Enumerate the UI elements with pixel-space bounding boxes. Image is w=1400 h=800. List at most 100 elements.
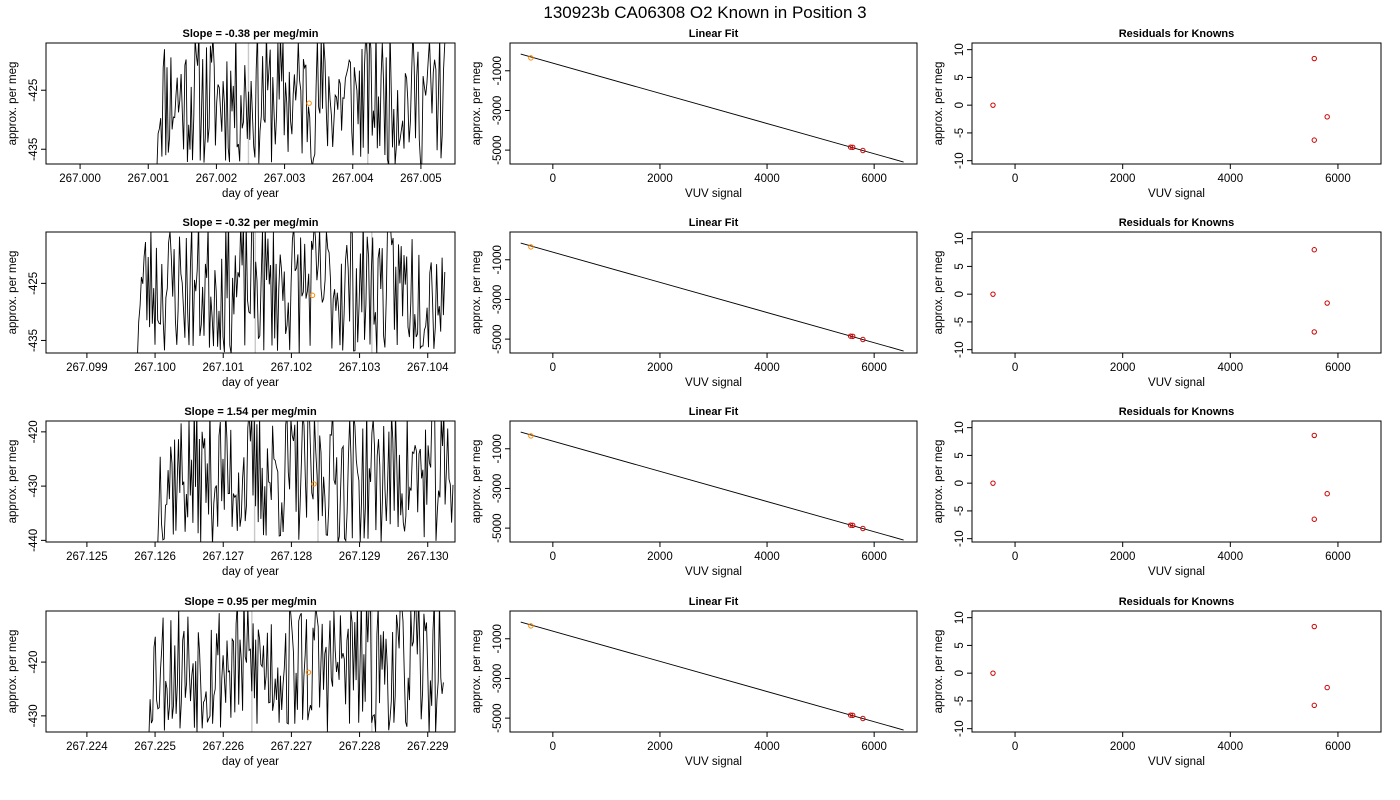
y-axis: -5000 -3000 -1000 approx. per meg xyxy=(471,624,510,733)
residual-point xyxy=(990,291,996,297)
y-tick-label: 10 xyxy=(954,232,966,245)
signal-trace xyxy=(157,421,454,542)
residual-point xyxy=(1311,329,1317,335)
y-axis-label: approx. per meg xyxy=(471,62,483,146)
y-axis: -440 -430 -420 approx. per meg xyxy=(7,420,46,552)
signal-trace xyxy=(156,43,446,164)
y-tick-label: 5 xyxy=(954,263,966,269)
residual-point xyxy=(1324,491,1330,497)
y-tick-label: -440 xyxy=(28,529,40,552)
y-tick-label: 5 xyxy=(954,74,966,80)
signal-trace xyxy=(137,232,446,353)
x-axis-label: day of year xyxy=(222,377,279,389)
plot-frame xyxy=(971,42,1382,165)
x-tick-label: 267.228 xyxy=(339,741,381,753)
x-tick-label: 4000 xyxy=(754,741,780,753)
panel-title: Residuals for Knowns xyxy=(1119,596,1235,608)
residual-point xyxy=(1311,516,1317,522)
fit-point xyxy=(847,712,854,718)
fit-point xyxy=(850,522,856,529)
residuals-row-4: Residuals for Knowns 0 2000 4000 6000 VUV sig… xyxy=(933,596,1382,768)
y-tick-label: -5 xyxy=(954,317,966,327)
y-tick-label: 5 xyxy=(954,642,966,648)
x-tick-label: 0 xyxy=(1012,362,1018,374)
plot-frame xyxy=(509,610,918,733)
y-axis: -5000 -3000 -1000 approx. per meg xyxy=(471,434,510,543)
x-tick-label: 2000 xyxy=(647,362,673,374)
fit-point xyxy=(847,522,854,528)
plot-frame xyxy=(45,231,456,354)
residual-point xyxy=(1324,114,1330,120)
y-axis-label: approx. per meg xyxy=(7,440,19,524)
x-axis: 0 2000 4000 6000 VUV signal xyxy=(1012,542,1351,578)
y-axis: -430 -420 approx. per meg xyxy=(7,630,46,727)
x-axis-label: VUV signal xyxy=(1148,566,1205,578)
fit-line xyxy=(520,53,904,163)
y-tick-label: -3000 xyxy=(492,285,504,314)
x-tick-label: 267.125 xyxy=(66,551,108,563)
residuals-row-3: Residuals for Knowns 0 2000 4000 6000 VUV sig… xyxy=(933,406,1382,578)
panel-title: Linear Fit xyxy=(689,28,739,40)
y-axis: -10 -5 0 5 10 approx. per meg xyxy=(933,232,972,358)
y-axis-label: approx. per meg xyxy=(7,251,19,335)
x-tick-label: 267.127 xyxy=(202,551,244,563)
plot-area xyxy=(520,431,904,541)
x-axis: 0 2000 4000 6000 VUV signal xyxy=(1012,732,1351,768)
y-tick-label: -10 xyxy=(954,341,966,358)
x-tick-label: 2000 xyxy=(647,741,673,753)
linear-fit-row-2: Linear Fit 0 2000 4000 6000 VUV signal -5000 -3… xyxy=(471,217,918,389)
panel-title: Linear Fit xyxy=(689,217,739,229)
x-tick-label: 6000 xyxy=(861,741,887,753)
panel-title: Slope = 0.95 per meg/min xyxy=(184,596,317,608)
x-tick-label: 0 xyxy=(1012,741,1018,753)
y-tick-label: -10 xyxy=(954,152,966,169)
y-tick-label: 0 xyxy=(954,102,966,108)
fit-point xyxy=(860,525,866,532)
plot-frame xyxy=(509,231,918,354)
x-axis: 0 2000 4000 6000 VUV signal xyxy=(550,164,887,200)
x-tick-label: 0 xyxy=(550,741,556,753)
x-tick-label: 4000 xyxy=(754,362,780,374)
x-tick-label: 267.000 xyxy=(59,173,101,185)
y-tick-label: -1000 xyxy=(492,245,504,274)
x-axis: 0 2000 4000 6000 VUV signal xyxy=(550,542,887,578)
y-axis: -10 -5 0 5 10 approx. per meg xyxy=(933,421,972,547)
fit-point xyxy=(860,147,866,154)
plot-frame xyxy=(509,42,918,165)
y-axis: -10 -5 0 5 10 approx. per meg xyxy=(933,43,972,169)
y-tick-label: -10 xyxy=(954,720,966,737)
x-tick-label: 2000 xyxy=(1110,173,1136,185)
y-tick-label: -435 xyxy=(28,138,40,161)
x-tick-label: 6000 xyxy=(1325,741,1351,753)
x-tick-label: 4000 xyxy=(754,173,780,185)
x-axis-label: day of year xyxy=(222,188,279,200)
x-axis: 0 2000 4000 6000 VUV signal xyxy=(550,732,887,768)
x-tick-label: 267.126 xyxy=(134,551,176,563)
x-tick-label: 267.225 xyxy=(134,741,176,753)
x-axis: 0 2000 4000 6000 VUV signal xyxy=(1012,353,1351,389)
y-tick-label: -3000 xyxy=(492,474,504,503)
x-axis-label: day of year xyxy=(222,756,279,768)
y-tick-label: -1000 xyxy=(492,624,504,653)
panel-title: Residuals for Knowns xyxy=(1119,28,1235,40)
x-tick-label: 4000 xyxy=(1218,551,1244,563)
x-tick-label: 267.099 xyxy=(66,362,108,374)
fit-point xyxy=(847,333,854,339)
fit-point xyxy=(850,144,856,151)
x-tick-label: 4000 xyxy=(1218,741,1244,753)
x-tick-label: 6000 xyxy=(1325,362,1351,374)
fit-point xyxy=(860,336,866,343)
mean-point xyxy=(311,481,317,487)
plot-area xyxy=(520,53,904,163)
fit-point xyxy=(528,244,534,250)
y-axis: -435 -425 approx. per meg xyxy=(7,62,46,161)
residuals-row-2: Residuals for Knowns 0 2000 4000 6000 VUV sig… xyxy=(933,217,1382,389)
residual-point xyxy=(990,670,996,676)
plot-area xyxy=(156,43,446,164)
x-axis-label: VUV signal xyxy=(1148,756,1205,768)
